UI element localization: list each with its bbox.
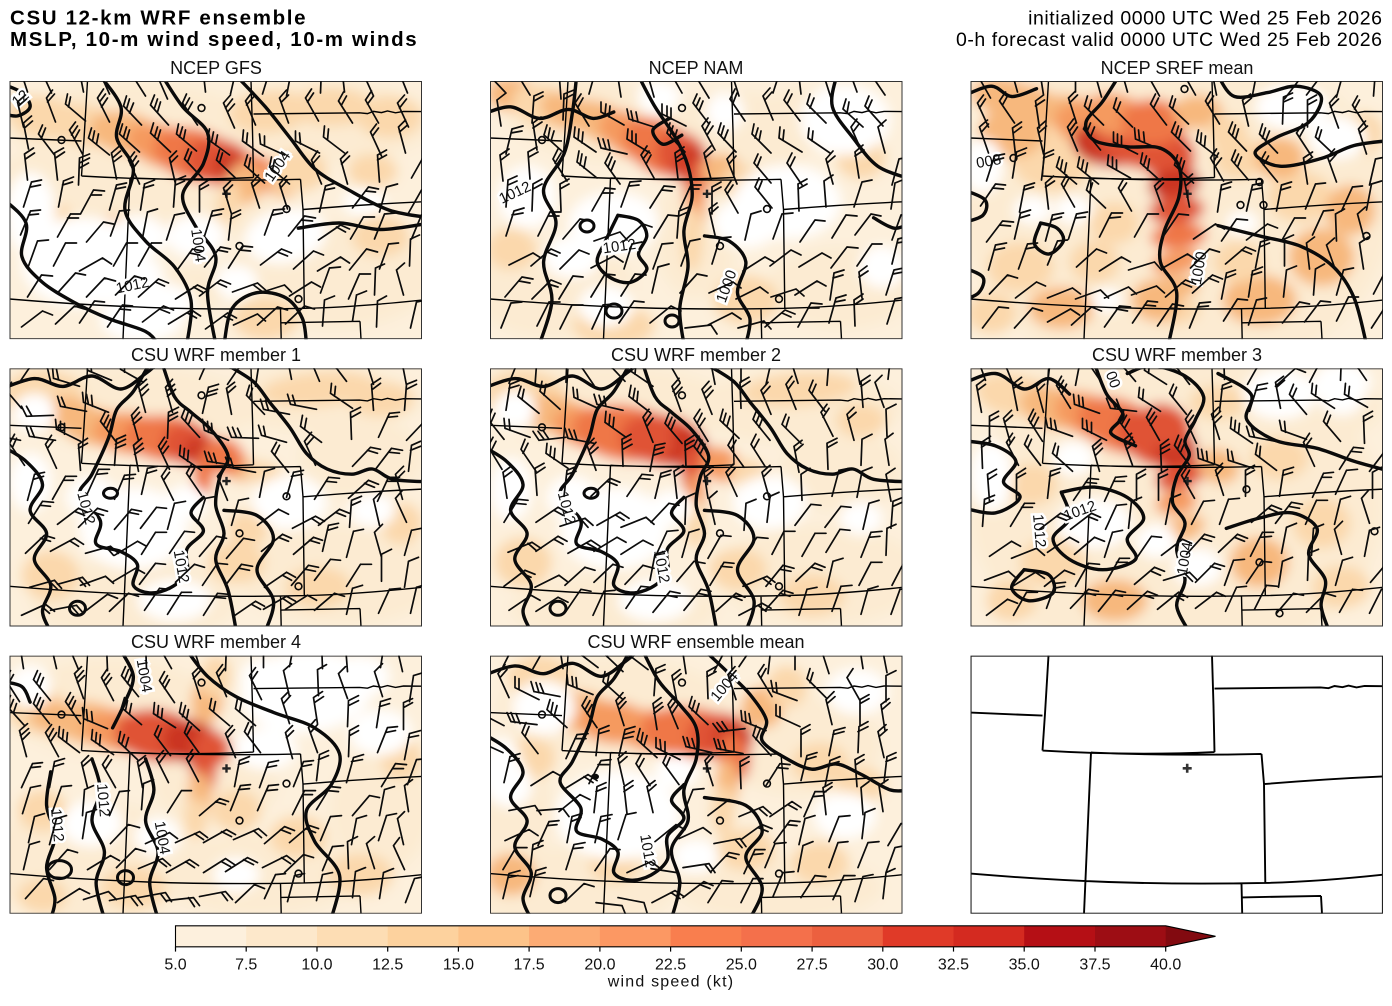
svg-text:37.5: 37.5 xyxy=(1079,957,1110,974)
svg-text:27.5: 27.5 xyxy=(797,957,828,974)
svg-text:12.5: 12.5 xyxy=(372,957,403,974)
svg-text:CSU 12-km WRF ensemble: CSU 12-km WRF ensemble xyxy=(10,7,307,30)
svg-text:initialized 0000 UTC Wed 25 Fe: initialized 0000 UTC Wed 25 Feb 2026 xyxy=(1028,8,1382,30)
svg-text:NCEP NAM: NCEP NAM xyxy=(649,58,744,78)
svg-text:1012: 1012 xyxy=(47,808,67,843)
svg-text:25.0: 25.0 xyxy=(726,957,757,974)
svg-text:22.5: 22.5 xyxy=(655,957,686,974)
svg-text:10.0: 10.0 xyxy=(301,957,332,974)
svg-text:CSU WRF member 3: CSU WRF member 3 xyxy=(1092,345,1262,365)
svg-text:30.0: 30.0 xyxy=(867,957,898,974)
svg-text:7.5: 7.5 xyxy=(235,957,257,974)
svg-text:20.0: 20.0 xyxy=(584,957,615,974)
svg-text:wind speed (kt): wind speed (kt) xyxy=(607,974,735,991)
svg-text:0-h forecast valid 0000 UTC We: 0-h forecast valid 0000 UTC Wed 25 Feb 2… xyxy=(956,29,1383,51)
svg-text:1012: 1012 xyxy=(1029,514,1049,549)
svg-text:CSU WRF member 1: CSU WRF member 1 xyxy=(131,345,301,365)
svg-text:NCEP GFS: NCEP GFS xyxy=(170,58,262,78)
svg-text:CSU WRF member 2: CSU WRF member 2 xyxy=(611,345,781,365)
svg-text:32.5: 32.5 xyxy=(938,957,969,974)
svg-text:17.5: 17.5 xyxy=(514,957,545,974)
svg-text:CSU WRF member 4: CSU WRF member 4 xyxy=(131,632,301,652)
svg-text:35.0: 35.0 xyxy=(1009,957,1040,974)
svg-text:CSU WRF ensemble mean: CSU WRF ensemble mean xyxy=(587,632,804,652)
svg-text:40.0: 40.0 xyxy=(1150,957,1181,974)
svg-text:5.0: 5.0 xyxy=(164,957,186,974)
svg-text:15.0: 15.0 xyxy=(443,957,474,974)
svg-text:NCEP SREF mean: NCEP SREF mean xyxy=(1101,58,1254,78)
svg-text:MSLP, 10-m wind speed, 10-m wi: MSLP, 10-m wind speed, 10-m winds xyxy=(10,28,418,51)
